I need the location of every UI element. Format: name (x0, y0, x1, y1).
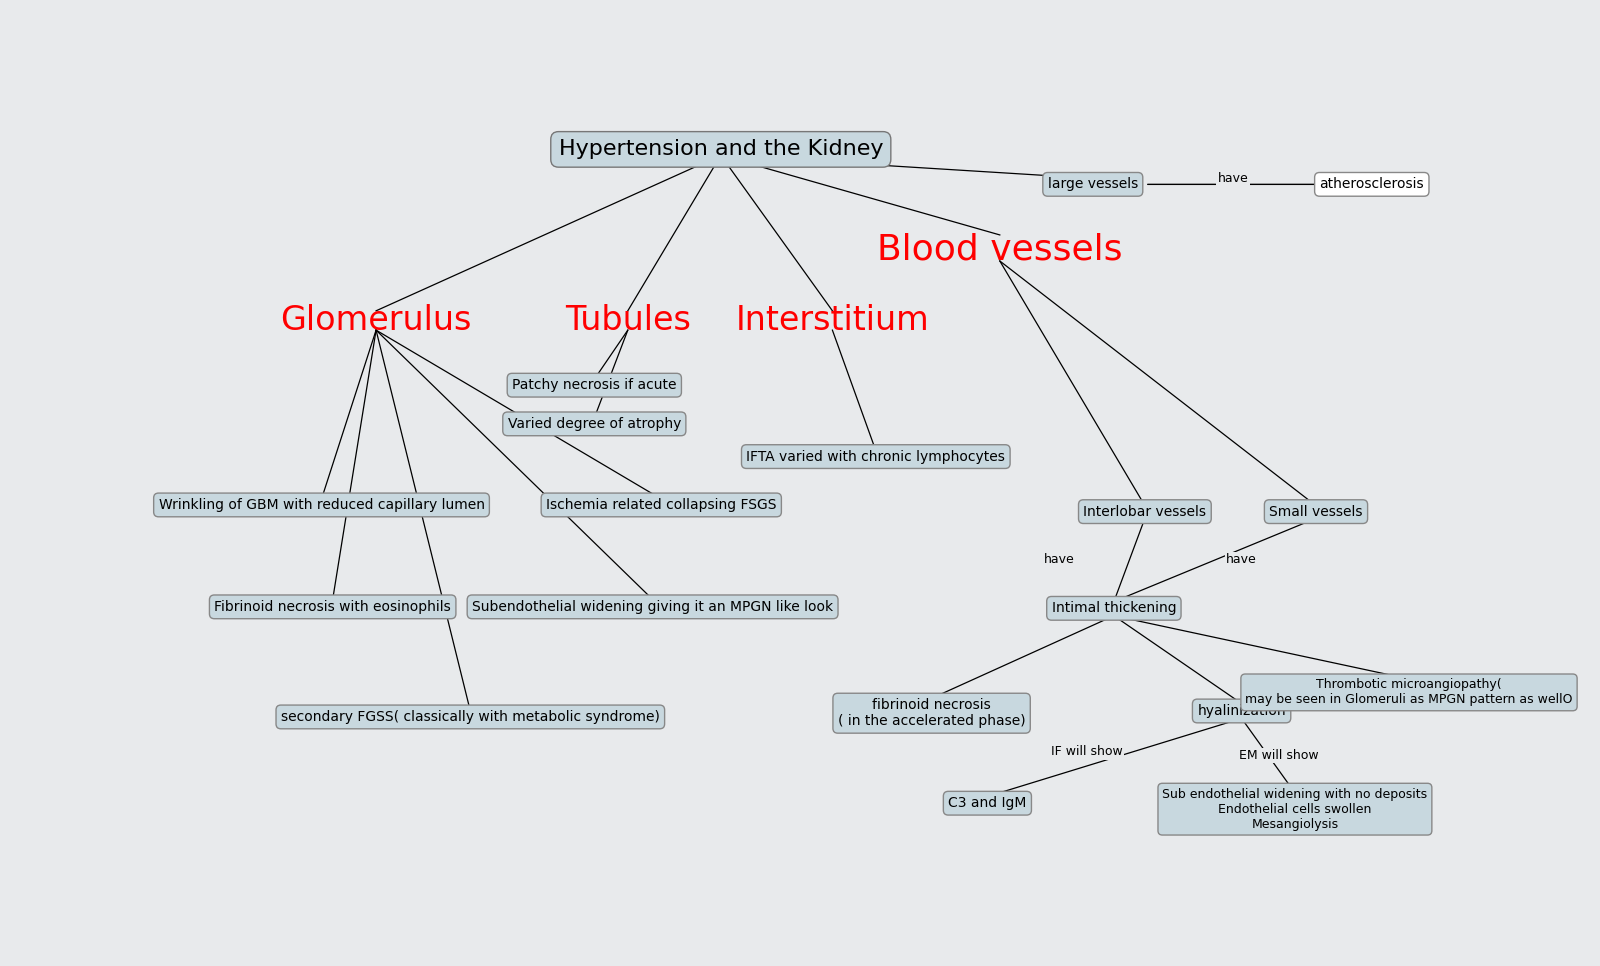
Text: have: have (1043, 554, 1075, 566)
Text: atherosclerosis: atherosclerosis (1320, 178, 1424, 191)
Text: IF will show: IF will show (1051, 746, 1123, 758)
Text: Hypertension and the Kidney: Hypertension and the Kidney (558, 139, 883, 159)
Text: Small vessels: Small vessels (1269, 504, 1363, 519)
Text: Glomerulus: Glomerulus (280, 304, 472, 337)
Text: Varied degree of atrophy: Varied degree of atrophy (507, 417, 682, 431)
Text: Tubules: Tubules (565, 304, 691, 337)
Text: Thrombotic microangiopathy(
may be seen in Glomeruli as MPGN pattern as wellO: Thrombotic microangiopathy( may be seen … (1245, 678, 1573, 706)
Text: Fibrinoid necrosis with eosinophils: Fibrinoid necrosis with eosinophils (214, 600, 451, 613)
Text: hyalinization: hyalinization (1197, 704, 1286, 718)
Text: EM will show: EM will show (1238, 749, 1318, 762)
Text: Interstitium: Interstitium (736, 304, 930, 337)
Text: Blood vessels: Blood vessels (877, 233, 1123, 267)
Text: IFTA varied with chronic lymphocytes: IFTA varied with chronic lymphocytes (746, 449, 1005, 464)
Text: have: have (1226, 554, 1258, 566)
Text: fibrinoid necrosis
( in the accelerated phase): fibrinoid necrosis ( in the accelerated … (838, 698, 1026, 728)
Text: Sub endothelial widening with no deposits
Endothelial cells swollen
Mesangiolysi: Sub endothelial widening with no deposit… (1162, 787, 1427, 831)
Text: Subendothelial widening giving it an MPGN like look: Subendothelial widening giving it an MPG… (472, 600, 834, 613)
Text: Intimal thickening: Intimal thickening (1051, 601, 1176, 615)
Text: Interlobar vessels: Interlobar vessels (1083, 504, 1206, 519)
Text: secondary FGSS( classically with metabolic syndrome): secondary FGSS( classically with metabol… (282, 710, 659, 724)
Text: have: have (1218, 172, 1248, 185)
Text: C3 and IgM: C3 and IgM (949, 796, 1027, 810)
Text: Patchy necrosis if acute: Patchy necrosis if acute (512, 378, 677, 392)
Text: Wrinkling of GBM with reduced capillary lumen: Wrinkling of GBM with reduced capillary … (158, 497, 485, 512)
Text: large vessels: large vessels (1048, 178, 1138, 191)
Text: Ischemia related collapsing FSGS: Ischemia related collapsing FSGS (546, 497, 776, 512)
